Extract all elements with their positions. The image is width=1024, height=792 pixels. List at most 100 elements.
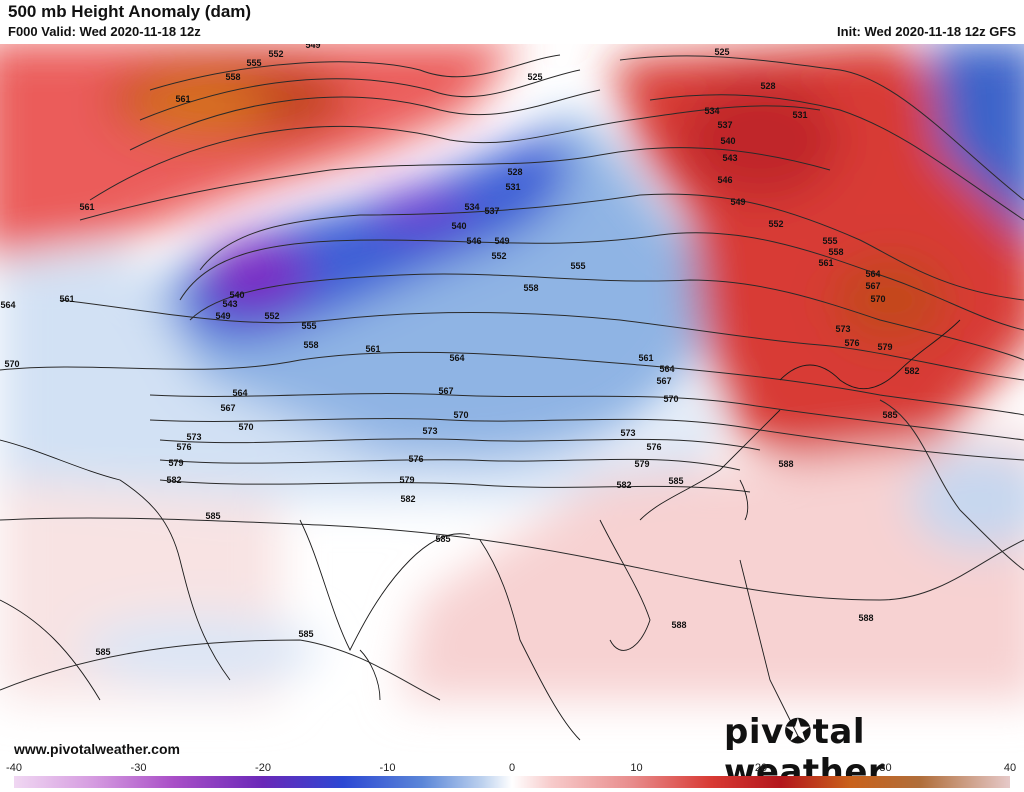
map-title: 500 mb Height Anomaly (dam)	[8, 2, 252, 21]
colorbar-tick: 10	[630, 762, 643, 774]
contour-label: 525	[714, 47, 729, 57]
contour-label: 555	[246, 58, 261, 68]
contour-label: 585	[298, 629, 313, 639]
contour-label: 585	[205, 511, 220, 521]
contour-label: 558	[523, 283, 538, 293]
contour-label: 558	[225, 72, 240, 82]
contour-label: 564	[0, 300, 15, 310]
contour-label: 582	[904, 366, 919, 376]
contour-label: 564	[449, 353, 464, 363]
anomaly-shading	[0, 44, 1024, 700]
contour-label: 549	[730, 197, 745, 207]
contour-label: 525	[527, 72, 542, 82]
contour-label: 543	[722, 153, 737, 163]
colorbar-gradient	[14, 776, 1010, 788]
contour-label: 570	[453, 410, 468, 420]
height-contours	[0, 54, 1024, 701]
website-url: www.pivotalweather.com	[14, 741, 180, 757]
logo-left: piv	[724, 712, 784, 752]
contour-label: 546	[717, 175, 732, 185]
contour-label: 561	[175, 94, 190, 104]
logo-o-icon: ✪	[783, 712, 813, 752]
contour-label: 534	[704, 106, 719, 116]
contour-label: 540	[229, 290, 244, 300]
contour-label: 555	[822, 236, 837, 246]
colorbar-tick: -10	[379, 762, 396, 774]
valid-time: F000 Valid: Wed 2020-11-18 12z	[8, 24, 201, 39]
contour-label: 585	[668, 476, 683, 486]
contour-label: 588	[671, 620, 686, 630]
contour-label: 579	[168, 458, 183, 468]
contour-label: 570	[238, 422, 253, 432]
contour-label: 561	[818, 258, 833, 268]
colorbar-tick: -30	[130, 762, 147, 774]
contour-label: 567	[220, 403, 235, 413]
contour-label: 567	[865, 281, 880, 291]
contour-label: 579	[399, 475, 414, 485]
contour-label: 576	[408, 454, 423, 464]
contour-label: 570	[870, 294, 885, 304]
anomaly-map: 549 552 555 558 561 561 525 525 528 531 534 537 540 5…	[0, 44, 1024, 760]
contour-label: 558	[303, 340, 318, 350]
colorbar-tick: 30	[879, 762, 892, 774]
contour-label: 534	[464, 202, 479, 212]
contour-label: 546	[466, 236, 481, 246]
contour-label: 552	[268, 49, 283, 59]
contour-label: 564	[659, 364, 674, 374]
contour-label: 567	[656, 376, 671, 386]
contour-label: 528	[507, 167, 522, 177]
contour-label: 573	[422, 426, 437, 436]
colorbar-tick: -20	[255, 762, 271, 774]
anomaly-map-svg: 5495525555585615615255255285315345375405…	[0, 44, 1024, 760]
contour-label: 540	[720, 136, 735, 146]
contour-label: 585	[95, 647, 110, 657]
contour-label: 552	[768, 219, 783, 229]
contour-label: 573	[620, 428, 635, 438]
contour-label: 582	[166, 475, 181, 485]
contour-label: 552	[491, 251, 506, 261]
contour-label: 561	[365, 344, 380, 354]
contour-label: 573	[835, 324, 850, 334]
map-header: 500 mb Height Anomaly (dam) F000 Valid: …	[0, 0, 1024, 44]
contour-label: 570	[4, 359, 19, 369]
colorbar	[14, 776, 1010, 788]
colorbar-tick: 0	[508, 762, 516, 774]
contour-label: 561	[59, 294, 74, 304]
contour-label: 579	[634, 459, 649, 469]
contour-label: 576	[844, 338, 859, 348]
contour-label: 549	[215, 311, 230, 321]
contour-label: 576	[646, 442, 661, 452]
contour-label: 531	[792, 110, 807, 120]
contour-label: 564	[232, 388, 247, 398]
contour-label: 561	[638, 353, 653, 363]
contour-label: 561	[79, 202, 94, 212]
contour-labels: 5495525555585615615255255285315345375405…	[0, 44, 919, 657]
contour-label: 564	[865, 269, 880, 279]
contour-label: 588	[858, 613, 873, 623]
contour-label: 567	[438, 386, 453, 396]
colorbar-tick: 40	[1003, 762, 1017, 774]
contour-label: 552	[264, 311, 279, 321]
contour-label: 528	[760, 81, 775, 91]
contour-label: 570	[663, 394, 678, 404]
contour-label: 588	[778, 459, 793, 469]
colorbar-ticks: -40 -30 -20 -10 0 10 20 30 40	[6, 762, 1016, 776]
contour-label: 585	[882, 410, 897, 420]
contour-label: 558	[828, 247, 843, 257]
contour-label: 540	[451, 221, 466, 231]
contour-label: 549	[305, 44, 320, 50]
contour-label: 582	[400, 494, 415, 504]
contour-label: 585	[435, 534, 450, 544]
contour-label: 537	[484, 206, 499, 216]
contour-label: 576	[176, 442, 191, 452]
contour-label: 531	[505, 182, 520, 192]
contour-label: 582	[616, 480, 631, 490]
contour-label: 555	[570, 261, 585, 271]
contour-label: 543	[222, 299, 237, 309]
contour-label: 549	[494, 236, 509, 246]
contour-label: 555	[301, 321, 316, 331]
contour-label: 579	[877, 342, 892, 352]
contour-label: 537	[717, 120, 732, 130]
coastlines	[0, 319, 961, 741]
contour-label: 573	[186, 432, 201, 442]
